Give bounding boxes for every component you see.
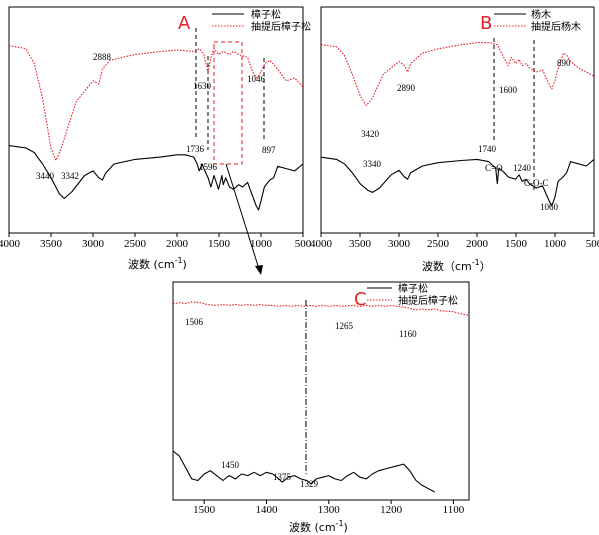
ann-b-1600: 1600 xyxy=(499,85,518,95)
panel-b-frame xyxy=(320,6,595,234)
zoom-region-box xyxy=(213,41,243,165)
x-tick-label: 4000 xyxy=(0,238,21,250)
x-tick-label: 1000 xyxy=(544,238,567,250)
legend-a-label-2: 抽提后樟子松 xyxy=(251,20,311,33)
x-tick-label: 3500 xyxy=(349,238,372,250)
x-tick-label: 2500 xyxy=(427,238,450,250)
legend-a-label-1: 樟子松 xyxy=(251,8,281,21)
ann-a-1736: 1736 xyxy=(186,144,205,154)
legend-b-label-1: 杨木 xyxy=(531,8,551,21)
xlabel-c: 波数 (cm-1) xyxy=(289,519,348,534)
x-tick-label: 2000 xyxy=(166,238,189,250)
ann-a-3440: 3440 xyxy=(36,171,55,181)
ann-b-3340: 3340 xyxy=(363,159,382,169)
ann-c-1450: 1450 xyxy=(221,460,240,470)
x-ticks-b: 4000 3500 3000 2500 2000 1500 1000 500 xyxy=(310,233,599,250)
x-ticks-a: 4000 3500 3000 2500 2000 1500 1000 500 xyxy=(0,233,312,250)
ann-a-897: 897 xyxy=(262,145,276,155)
x-tick-label: 3000 xyxy=(388,238,411,250)
panel-a-frame xyxy=(8,6,304,234)
zoom-arrow-line xyxy=(225,163,260,270)
zoom-arrow-head xyxy=(255,265,263,275)
ann-a-1046: 1046 xyxy=(247,74,266,84)
x-tick-label: 2000 xyxy=(466,238,489,250)
x-tick-label: 3000 xyxy=(82,238,105,250)
x-tick-label: 1400 xyxy=(255,504,278,516)
series-line-b-2 xyxy=(320,42,595,107)
ann-b-3420: 3420 xyxy=(361,129,380,139)
xlabel-b: 波数（cm-1） xyxy=(422,258,491,273)
series-line-c-1 xyxy=(172,450,435,493)
ann-c-1506: 1506 xyxy=(185,317,204,327)
ann-b-2890: 2890 xyxy=(397,83,416,93)
legend-b-label-2: 抽提后杨木 xyxy=(531,20,581,33)
legend-c-label-1: 樟子松 xyxy=(398,282,428,295)
x-tick-label: 3500 xyxy=(40,238,63,250)
panel-a-letter: A xyxy=(178,13,191,34)
x-tick-label: 4000 xyxy=(310,238,333,250)
x-tick-label: 2500 xyxy=(124,238,147,250)
x-tick-label: 1500 xyxy=(208,238,231,250)
x-tick-label: 1200 xyxy=(380,504,403,516)
ann-b-1740: 1740 xyxy=(478,144,497,154)
series-line-a-1 xyxy=(8,145,304,211)
series-line-c-2 xyxy=(172,301,470,316)
ann-b-1240: 1240 xyxy=(513,163,532,173)
panel-c-letter: C xyxy=(354,289,367,310)
ann-b-coc: C-O-C xyxy=(524,178,549,188)
ann-b-co: C=O xyxy=(485,163,503,173)
x-tick-label: 1500 xyxy=(505,238,528,250)
ann-c-1329: 1329 xyxy=(300,479,319,489)
series-layer xyxy=(8,42,595,493)
ann-c-1375: 1375 xyxy=(273,472,292,482)
ann-a-1630: 1630 xyxy=(193,81,212,91)
xlabel-a: 波数 (cm-1) xyxy=(128,256,187,271)
legend-a: 樟子松 抽提后樟子松 xyxy=(212,8,311,33)
series-line-a-2 xyxy=(8,45,304,161)
legend-c-label-2: 抽提后樟子松 xyxy=(398,294,458,307)
ann-a-3342: 3342 xyxy=(61,171,79,181)
ann-c-1160: 1160 xyxy=(399,329,417,339)
x-tick-label: 1300 xyxy=(318,504,341,516)
x-tick-label: 1000 xyxy=(250,238,273,250)
ann-a-1596: 1596 xyxy=(199,162,218,172)
series-line-b-1 xyxy=(320,156,595,207)
x-tick-label: 1500 xyxy=(193,504,216,516)
ann-b-890: 890 xyxy=(557,58,571,68)
x-ticks-c: 1500 1400 1300 1200 1100 xyxy=(193,500,465,516)
x-tick-label: 1100 xyxy=(443,504,465,516)
legend-b: 杨木 抽提后杨木 xyxy=(494,8,581,33)
ann-b-1060: 1060 xyxy=(540,202,559,212)
ann-a-2888: 2888 xyxy=(93,52,112,62)
panel-b-letter: B xyxy=(480,13,492,34)
x-tick-label: 500 xyxy=(295,238,312,250)
ann-c-1265: 1265 xyxy=(335,321,354,331)
legend-c: 樟子松 抽提后樟子松 xyxy=(367,282,458,307)
panel-c-frame xyxy=(172,281,470,501)
x-tick-label: 500 xyxy=(586,238,599,250)
